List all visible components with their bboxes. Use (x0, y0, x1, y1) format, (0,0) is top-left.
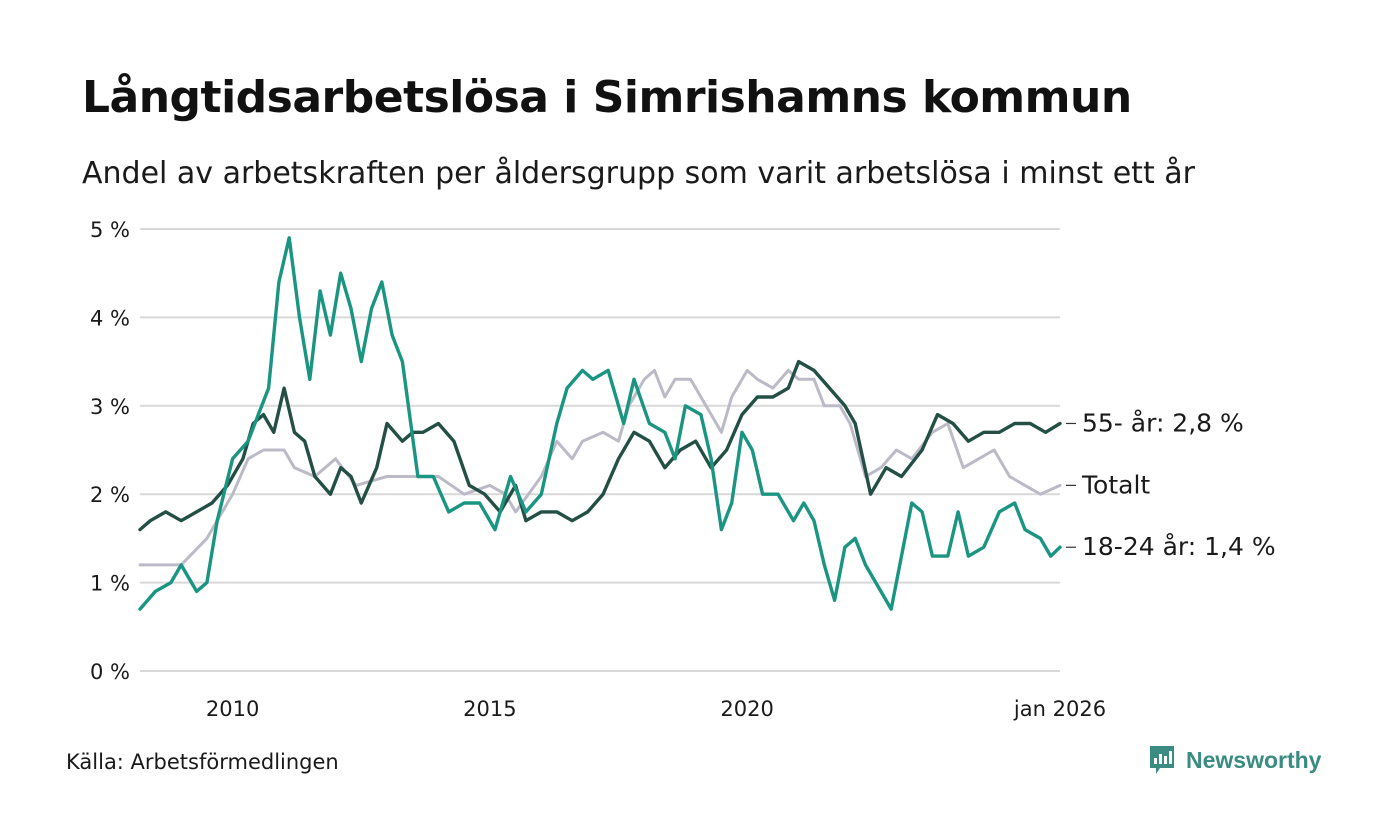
x-tick-label: 2010 (206, 697, 259, 721)
brand-name: Newsworthy (1186, 746, 1322, 773)
series-line-18-24 (138, 236, 1062, 611)
brand-logo[interactable]: Newsworthy (1148, 744, 1321, 776)
grid-layer: 0 % 1 % 2 % 3 % 4 % 5 % 2010 2015 2020 jan 2026 (90, 218, 1106, 721)
source-note: Källa: Arbetsförmedlingen (66, 750, 339, 774)
chart-subtitle: Andel av arbetskraften per åldersgrupp s… (82, 156, 1195, 191)
x-tick-label: jan 2026 (1013, 697, 1106, 721)
y-tick-label: 1 % (90, 572, 130, 596)
y-tick-label: 5 % (90, 218, 130, 242)
x-tick-label: 2020 (720, 697, 773, 721)
series-end-label: Totalt (1081, 470, 1150, 499)
y-tick-label: 2 % (90, 483, 130, 507)
series-end-label: 18-24 år: 1,4 % (1082, 532, 1276, 561)
y-tick-label: 3 % (90, 395, 130, 419)
y-tick-label: 0 % (90, 660, 130, 684)
newsworthy-logo-icon (1150, 746, 1174, 774)
label-layer: Totalt 55- år: 2,8 % 18-24 år: 1,4 % (1066, 408, 1276, 561)
x-tick-label: 2015 (463, 697, 516, 721)
series-end-label: 55- år: 2,8 % (1082, 408, 1244, 437)
series-line-totalt (138, 368, 1062, 567)
series-layer (138, 236, 1062, 611)
y-tick-label: 4 % (90, 306, 130, 330)
series-line-55-plus (138, 359, 1062, 532)
page-title: Långtidsarbetslösa i Simrishamns kommun (82, 72, 1132, 123)
